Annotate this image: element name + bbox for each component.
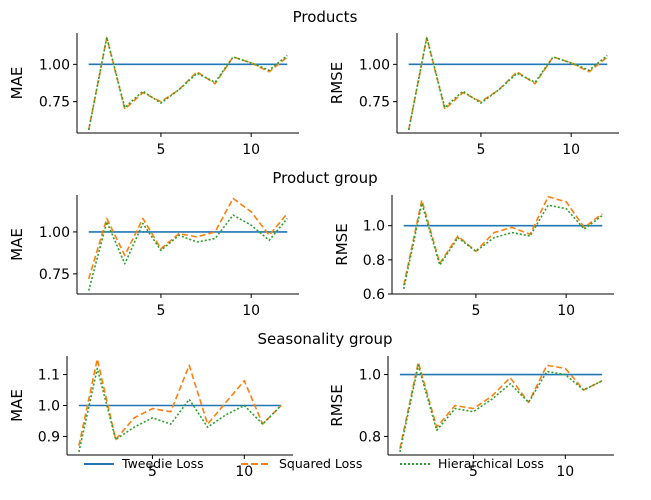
panel-2: 0.75 1.00 5 10 RMSE bbox=[328, 33, 619, 158]
x-tick-label: 5 bbox=[156, 303, 165, 319]
x-tick-label: 10 bbox=[557, 303, 575, 319]
series-line-hierarchical bbox=[78, 367, 282, 453]
legend-label-tweedie: Tweedie Loss bbox=[121, 456, 204, 471]
y-axis-label: RMSE bbox=[328, 384, 346, 426]
y-tick-label: 1.0 bbox=[359, 368, 381, 384]
y-axis-label: MAE bbox=[8, 67, 26, 100]
y-axis-label: RMSE bbox=[333, 223, 351, 265]
panel-6: 0.8 1.0 5 10 RMSE bbox=[328, 356, 614, 480]
legend-label-squared: Squared Loss bbox=[279, 456, 362, 471]
y-axis-label: MAE bbox=[8, 389, 26, 422]
series-line-squared bbox=[399, 361, 603, 449]
y-axis-label: MAE bbox=[8, 228, 26, 261]
legend: Tweedie Loss Squared Loss Hierarchical L… bbox=[84, 456, 544, 471]
y-tick-label: 0.9 bbox=[38, 429, 60, 445]
y-tick-label: 1.1 bbox=[38, 368, 60, 384]
legend-item-tweedie: Tweedie Loss bbox=[84, 456, 204, 471]
x-tick-label: 10 bbox=[235, 464, 253, 480]
panel-4: 0.6 0.8 1.0 5 10 RMSE bbox=[333, 195, 614, 319]
x-tick-label: 5 bbox=[148, 464, 157, 480]
y-tick-label: 0.75 bbox=[39, 267, 70, 283]
y-tick-label: 1.0 bbox=[363, 219, 385, 235]
series-line-hierarchical bbox=[87, 214, 288, 291]
panel-5: 0.9 1.0 1.1 5 10 MAE bbox=[8, 356, 293, 480]
x-tick-label: 10 bbox=[242, 142, 260, 158]
y-tick-label: 0.75 bbox=[39, 95, 70, 111]
panel-3: 0.75 1.00 5 10 MAE bbox=[8, 195, 299, 319]
x-tick-label: 5 bbox=[156, 142, 165, 158]
series-line-hierarchical bbox=[402, 202, 603, 290]
y-tick-label: 1.0 bbox=[38, 399, 60, 415]
x-tick-label: 10 bbox=[242, 303, 260, 319]
section-title-seasonality-group: Seasonality group bbox=[257, 330, 392, 348]
section-title-products: Products bbox=[293, 8, 358, 26]
series-line-hierarchical bbox=[87, 36, 288, 131]
x-tick-label: 10 bbox=[562, 142, 580, 158]
series-line-squared bbox=[78, 358, 282, 446]
y-axis-label: RMSE bbox=[328, 62, 346, 104]
section-title-product-group: Product group bbox=[272, 169, 377, 187]
x-tick-label: 5 bbox=[469, 464, 478, 480]
series-line-squared bbox=[87, 197, 288, 280]
y-tick-label: 1.00 bbox=[359, 57, 390, 73]
y-tick-label: 0.8 bbox=[359, 429, 381, 445]
series-line-hierarchical bbox=[399, 364, 603, 453]
x-tick-label: 5 bbox=[476, 142, 485, 158]
y-tick-label: 0.6 bbox=[363, 287, 385, 303]
panels: 0.75 1.00 5 10 MAE 0.75 1.00 5 10 RMSE 0.75 1.00 5 10… bbox=[8, 33, 619, 480]
x-tick-label: 5 bbox=[471, 303, 480, 319]
legend-item-hierarchical: Hierarchical Loss bbox=[400, 456, 544, 471]
y-tick-label: 1.00 bbox=[39, 57, 70, 73]
legend-label-hierarchical: Hierarchical Loss bbox=[438, 456, 544, 471]
x-tick-label: 10 bbox=[556, 464, 574, 480]
y-tick-label: 1.00 bbox=[39, 225, 70, 241]
series-line-squared bbox=[402, 195, 603, 286]
y-tick-label: 0.8 bbox=[363, 253, 385, 269]
legend-item-squared: Squared Loss bbox=[241, 456, 362, 471]
y-tick-label: 0.75 bbox=[359, 95, 390, 111]
panel-1: 0.75 1.00 5 10 MAE bbox=[8, 33, 299, 158]
series-line-hierarchical bbox=[407, 36, 608, 131]
